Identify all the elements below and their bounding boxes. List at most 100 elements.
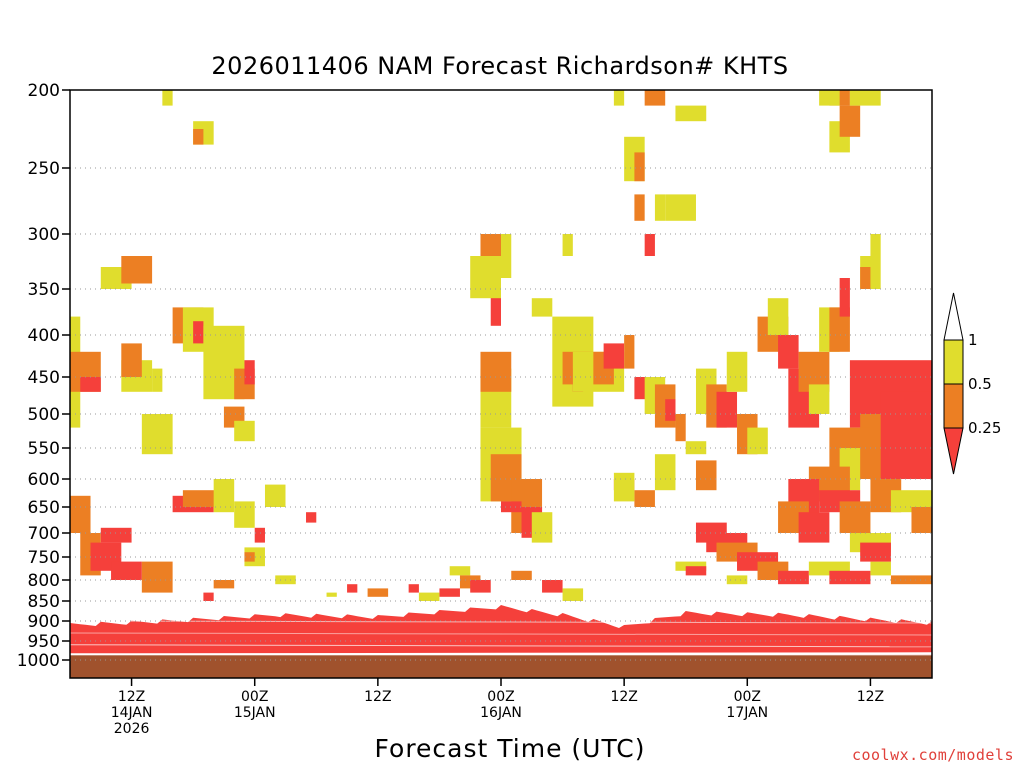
x-tick-label: 12Z (118, 689, 145, 705)
heatmap-cell (839, 278, 850, 317)
boundary-layer-ri-band (70, 605, 932, 655)
heatmap-cell (911, 507, 932, 533)
y-tick-label: 600 (28, 470, 60, 490)
heatmap-cell (716, 391, 738, 428)
heatmap-cell (624, 335, 635, 369)
colorbar-bin-bottom (943, 427, 964, 475)
x-tick-label: 16JAN (480, 705, 522, 721)
heatmap-cell (654, 454, 676, 491)
heatmap-cell (880, 391, 932, 479)
x-tick-label: 15JAN (234, 705, 276, 721)
heatmap-cell (121, 343, 142, 377)
heatmap-cell (808, 384, 830, 414)
heatmap-cell (152, 368, 163, 392)
credit-link[interactable]: coolwx.com/models (851, 746, 1014, 764)
heatmap-cell (675, 105, 707, 122)
heatmap-cell (778, 335, 799, 369)
heatmap-cell (685, 566, 707, 576)
heatmap-cell (531, 512, 553, 543)
heatmap-cell (726, 575, 748, 585)
heatmap-cell (490, 289, 501, 326)
heatmap-cell (470, 256, 501, 299)
y-tick-label: 700 (28, 524, 60, 544)
x-tick-label: 00Z (734, 689, 761, 705)
x-tick-label: 12Z (857, 689, 884, 705)
chart-title: 2026011406 NAM Forecast Richardson# KHTS (211, 52, 789, 80)
heatmap-cell (511, 570, 532, 580)
band-separator (69, 644, 933, 648)
heatmap-cell (860, 542, 891, 562)
heatmap-cell (542, 580, 563, 593)
y-tick-label: 550 (28, 439, 60, 459)
y-tick-label: 250 (28, 159, 60, 179)
y-tick-label: 450 (28, 368, 60, 388)
heatmap-cell (141, 561, 173, 593)
heatmap-cell (644, 90, 666, 106)
heatmap-cell (798, 512, 830, 543)
x-tick-label: 12Z (364, 689, 391, 705)
heatmap-cell (613, 472, 635, 502)
colorbar-label: 1 (968, 331, 978, 349)
heatmap-cell (141, 414, 173, 455)
band-separator (69, 620, 933, 624)
heatmap-cell (449, 566, 471, 576)
heatmap-cell (819, 90, 840, 106)
heatmap-cell (634, 490, 655, 507)
heatmap-cell (70, 495, 91, 533)
heatmap-cell (634, 152, 645, 182)
y-tick-label: 350 (28, 280, 60, 300)
y-tick-label: 650 (28, 498, 60, 518)
colorbar: 1 0.5 0.25 (943, 292, 1001, 475)
heatmap-cell (747, 427, 768, 455)
y-tick-label: 300 (28, 225, 60, 245)
x-tick-label: 12Z (610, 689, 637, 705)
x-tick-label: 00Z (487, 689, 514, 705)
y-tick-label: 400 (28, 326, 60, 346)
y-axis: 200 250 300 350 400 450 500 550 600 650 700 750 8008… (17, 81, 70, 671)
heatmap-cell (665, 194, 696, 221)
heatmap-cell (613, 90, 625, 106)
heatmap-cell (726, 351, 748, 392)
colorbar-bin-top (943, 292, 964, 341)
heatmap-cell (439, 588, 460, 597)
x-tick-label: 17JAN (726, 705, 768, 721)
heatmap-cell (695, 460, 717, 491)
heatmap-cell (264, 484, 286, 507)
heatmap-cell (111, 561, 142, 580)
heatmap-cell (562, 588, 584, 601)
heatmap-cell (367, 588, 389, 597)
heatmap-cell (675, 561, 707, 571)
heatmap-cell (644, 234, 655, 256)
heatmap-cell (778, 570, 809, 585)
heatmap-cell (675, 414, 686, 442)
heatmap-cell (470, 580, 491, 593)
heatmap-cell (121, 256, 153, 284)
x-tick-label: 00Z (241, 689, 268, 705)
heatmap-cell (234, 420, 255, 442)
y-tick-label: 750 (28, 548, 60, 568)
heatmap-cell (839, 501, 871, 533)
colorbar-bin (943, 383, 964, 429)
heatmap-cell (829, 307, 850, 352)
heatmap-cell (839, 105, 861, 137)
heatmap-cell (162, 90, 173, 106)
heatmap-cell (203, 592, 214, 601)
colorbar-bin (943, 339, 964, 385)
heatmap-cell (213, 580, 235, 589)
heatmap-cell (890, 575, 932, 585)
heatmap-cell (100, 527, 132, 543)
heatmap-cell (870, 234, 881, 256)
heatmap-cell (306, 512, 317, 523)
heatmap-cell (501, 501, 522, 513)
y-tick-label: 900 (28, 612, 60, 632)
heatmap-cell (665, 399, 676, 421)
heatmap-cell (254, 527, 265, 543)
y-tick-label: 500 (28, 405, 60, 425)
heatmap-cell (634, 194, 645, 221)
heatmap-cell (531, 298, 553, 317)
heatmap-cell (193, 129, 204, 145)
x-tick-label: 14JAN (111, 705, 153, 721)
y-tick-label: 850 (28, 592, 60, 612)
boundary-layer-band (69, 605, 933, 678)
